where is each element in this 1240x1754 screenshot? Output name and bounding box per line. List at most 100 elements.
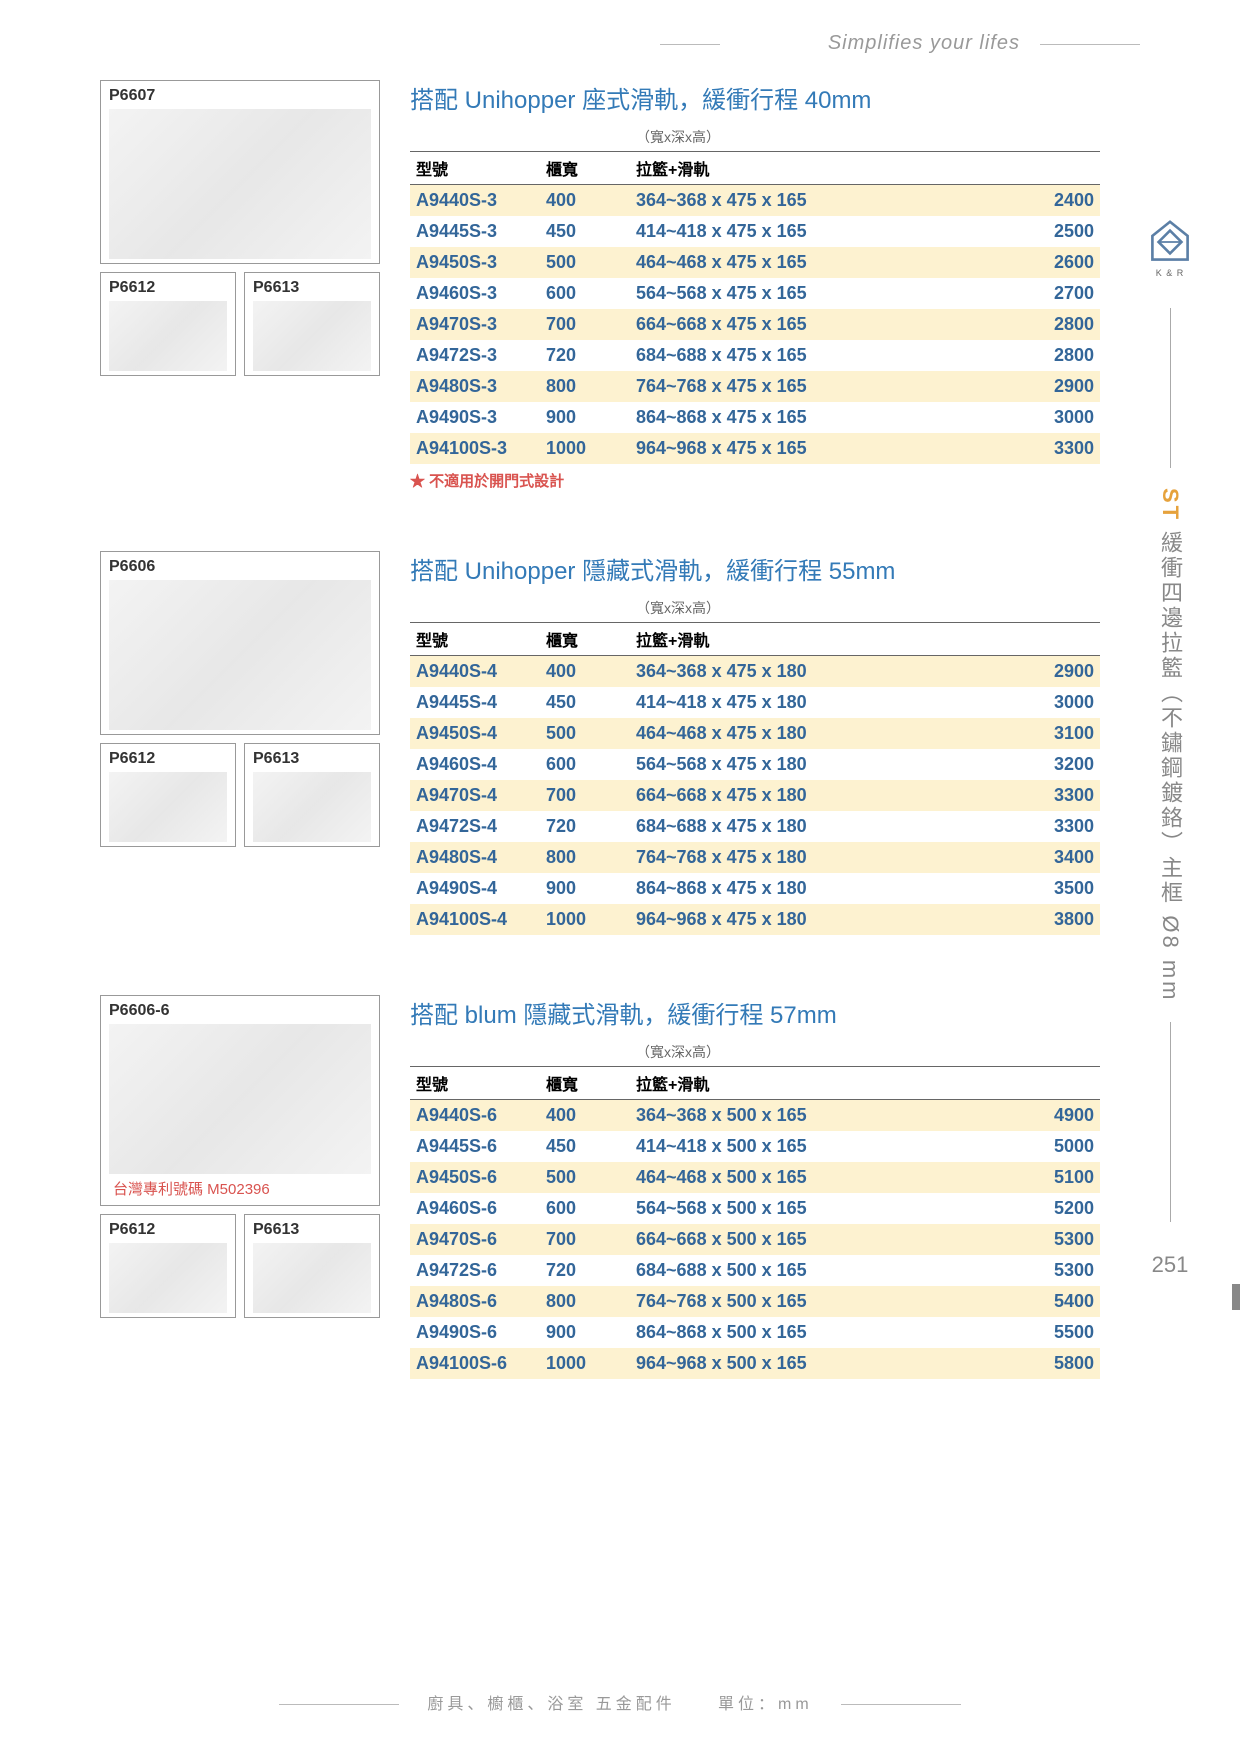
cell-price: 3800 [1020, 904, 1100, 935]
cell-model: A9445S-3 [410, 216, 540, 247]
image-label: P6607 [109, 87, 371, 105]
cell-model: A9480S-4 [410, 842, 540, 873]
cell-width: 720 [540, 1255, 630, 1286]
sub-image-box: P6613 [244, 272, 380, 376]
product-image [253, 301, 371, 371]
main-image-box: P6606-6台灣專利號碼 M502396 [100, 995, 380, 1206]
spec-table: （寬x深x高） 型號櫃寬拉籃+滑軌A9440S-3400364~368 x 47… [410, 123, 1100, 464]
cell-price: 5300 [1020, 1224, 1100, 1255]
cell-dim: 764~768 x 475 x 180 [630, 842, 1020, 873]
cell-width: 400 [540, 656, 630, 688]
cell-dim: 364~368 x 475 x 165 [630, 185, 1020, 217]
table-row: A94100S-41000964~968 x 475 x 1803800 [410, 904, 1100, 935]
cell-price: 3400 [1020, 842, 1100, 873]
table-row: A9440S-3400364~368 x 475 x 1652400 [410, 185, 1100, 217]
col-header: 型號 [410, 1067, 540, 1100]
main-image-box: P6606 [100, 551, 380, 735]
cell-model: A9440S-4 [410, 656, 540, 688]
table-row: A9445S-6450414~418 x 500 x 1655000 [410, 1131, 1100, 1162]
cell-model: A9472S-6 [410, 1255, 540, 1286]
product-section: P6607 P6612 P6613 搭配 Unihopper 座式滑軌，緩衝行程 40… [100, 80, 1100, 491]
cell-price: 5300 [1020, 1255, 1100, 1286]
cell-width: 900 [540, 402, 630, 433]
cell-model: A9472S-4 [410, 811, 540, 842]
sub-image-box: P6612 [100, 743, 236, 847]
table-row: A9480S-6800764~768 x 500 x 1655400 [410, 1286, 1100, 1317]
section-title: 搭配 Unihopper 座式滑軌，緩衝行程 40mm [410, 80, 1100, 115]
cell-width: 720 [540, 340, 630, 371]
table-row: A9440S-4400364~368 x 475 x 1802900 [410, 656, 1100, 688]
product-image [253, 1243, 371, 1313]
cell-price: 2500 [1020, 216, 1100, 247]
cell-dim: 964~968 x 475 x 180 [630, 904, 1020, 935]
cell-width: 450 [540, 216, 630, 247]
cell-dim: 414~418 x 475 x 180 [630, 687, 1020, 718]
cell-dim: 684~688 x 500 x 165 [630, 1255, 1020, 1286]
cell-width: 1000 [540, 433, 630, 464]
cell-model: A9440S-3 [410, 185, 540, 217]
product-image [109, 301, 227, 371]
image-label: P6613 [253, 279, 371, 297]
table-row: A9472S-6720684~688 x 500 x 1655300 [410, 1255, 1100, 1286]
cell-model: A9490S-3 [410, 402, 540, 433]
table-row: A94100S-61000964~968 x 500 x 1655800 [410, 1348, 1100, 1379]
section-note: ★ 不適用於開門式設計 [410, 470, 1100, 491]
cell-model: A9480S-3 [410, 371, 540, 402]
col-sub-header: （寬x深x高） [630, 123, 1020, 152]
cell-width: 900 [540, 873, 630, 904]
table-row: A9445S-4450414~418 x 475 x 1803000 [410, 687, 1100, 718]
cell-dim: 414~418 x 475 x 165 [630, 216, 1020, 247]
cell-width: 400 [540, 1100, 630, 1132]
cell-price: 3000 [1020, 687, 1100, 718]
cell-dim: 964~968 x 475 x 165 [630, 433, 1020, 464]
table-row: A9445S-3450414~418 x 475 x 1652500 [410, 216, 1100, 247]
cell-price: 2700 [1020, 278, 1100, 309]
table-row: A9490S-6900864~868 x 500 x 1655500 [410, 1317, 1100, 1348]
col-header: 櫃寬 [540, 623, 630, 656]
cell-price: 2900 [1020, 656, 1100, 688]
image-label: P6606-6 [109, 1002, 371, 1020]
cell-dim: 664~668 x 500 x 165 [630, 1224, 1020, 1255]
cell-model: A9490S-4 [410, 873, 540, 904]
footer-left: 廚具、櫥櫃、浴室 五金配件 [427, 1696, 675, 1713]
side-title: ST 緩衝四邊拉籃（不鏽鋼鍍鉻）主框 Ø8 mm [1154, 488, 1186, 1002]
cell-model: A9445S-6 [410, 1131, 540, 1162]
cell-price: 5800 [1020, 1348, 1100, 1379]
col-sub-header: （寬x深x高） [630, 594, 1020, 623]
cell-price: 3500 [1020, 873, 1100, 904]
sub-image-box: P6613 [244, 743, 380, 847]
cell-width: 700 [540, 780, 630, 811]
cell-model: A9470S-4 [410, 780, 540, 811]
cell-model: A9470S-6 [410, 1224, 540, 1255]
cell-model: A9445S-4 [410, 687, 540, 718]
table-row: A9470S-4700664~668 x 475 x 1803300 [410, 780, 1100, 811]
sub-image-box: P6612 [100, 272, 236, 376]
table-row: A9470S-3700664~668 x 475 x 1652800 [410, 309, 1100, 340]
cell-dim: 664~668 x 475 x 180 [630, 780, 1020, 811]
divider [660, 44, 720, 45]
col-header: 櫃寬 [540, 152, 630, 185]
col-header: 櫃寬 [540, 1067, 630, 1100]
cell-width: 1000 [540, 904, 630, 935]
cell-price: 3100 [1020, 718, 1100, 749]
cell-width: 450 [540, 1131, 630, 1162]
cell-model: A9440S-6 [410, 1100, 540, 1132]
section-title: 搭配 blum 隱藏式滑軌，緩衝行程 57mm [410, 995, 1100, 1030]
table-row: A9450S-6500464~468 x 500 x 1655100 [410, 1162, 1100, 1193]
cell-price: 5400 [1020, 1286, 1100, 1317]
image-label: P6612 [109, 279, 227, 297]
col-sub-header: （寬x深x高） [630, 1038, 1020, 1067]
col-header: 型號 [410, 623, 540, 656]
cell-model: A9460S-3 [410, 278, 540, 309]
cell-dim: 864~868 x 475 x 180 [630, 873, 1020, 904]
product-section: P6606P6612P6613搭配 Unihopper 隱藏式滑軌，緩衝行程 5… [100, 551, 1100, 935]
image-label: P6613 [253, 1221, 371, 1239]
cell-dim: 564~568 x 500 x 165 [630, 1193, 1020, 1224]
product-image [109, 1024, 371, 1174]
product-image [253, 772, 371, 842]
cell-width: 800 [540, 371, 630, 402]
cell-dim: 464~468 x 475 x 180 [630, 718, 1020, 749]
image-label: P6613 [253, 750, 371, 768]
table-row: A9450S-4500464~468 x 475 x 1803100 [410, 718, 1100, 749]
footer: 廚具、櫥櫃、浴室 五金配件 單位：mm [0, 1690, 1240, 1714]
